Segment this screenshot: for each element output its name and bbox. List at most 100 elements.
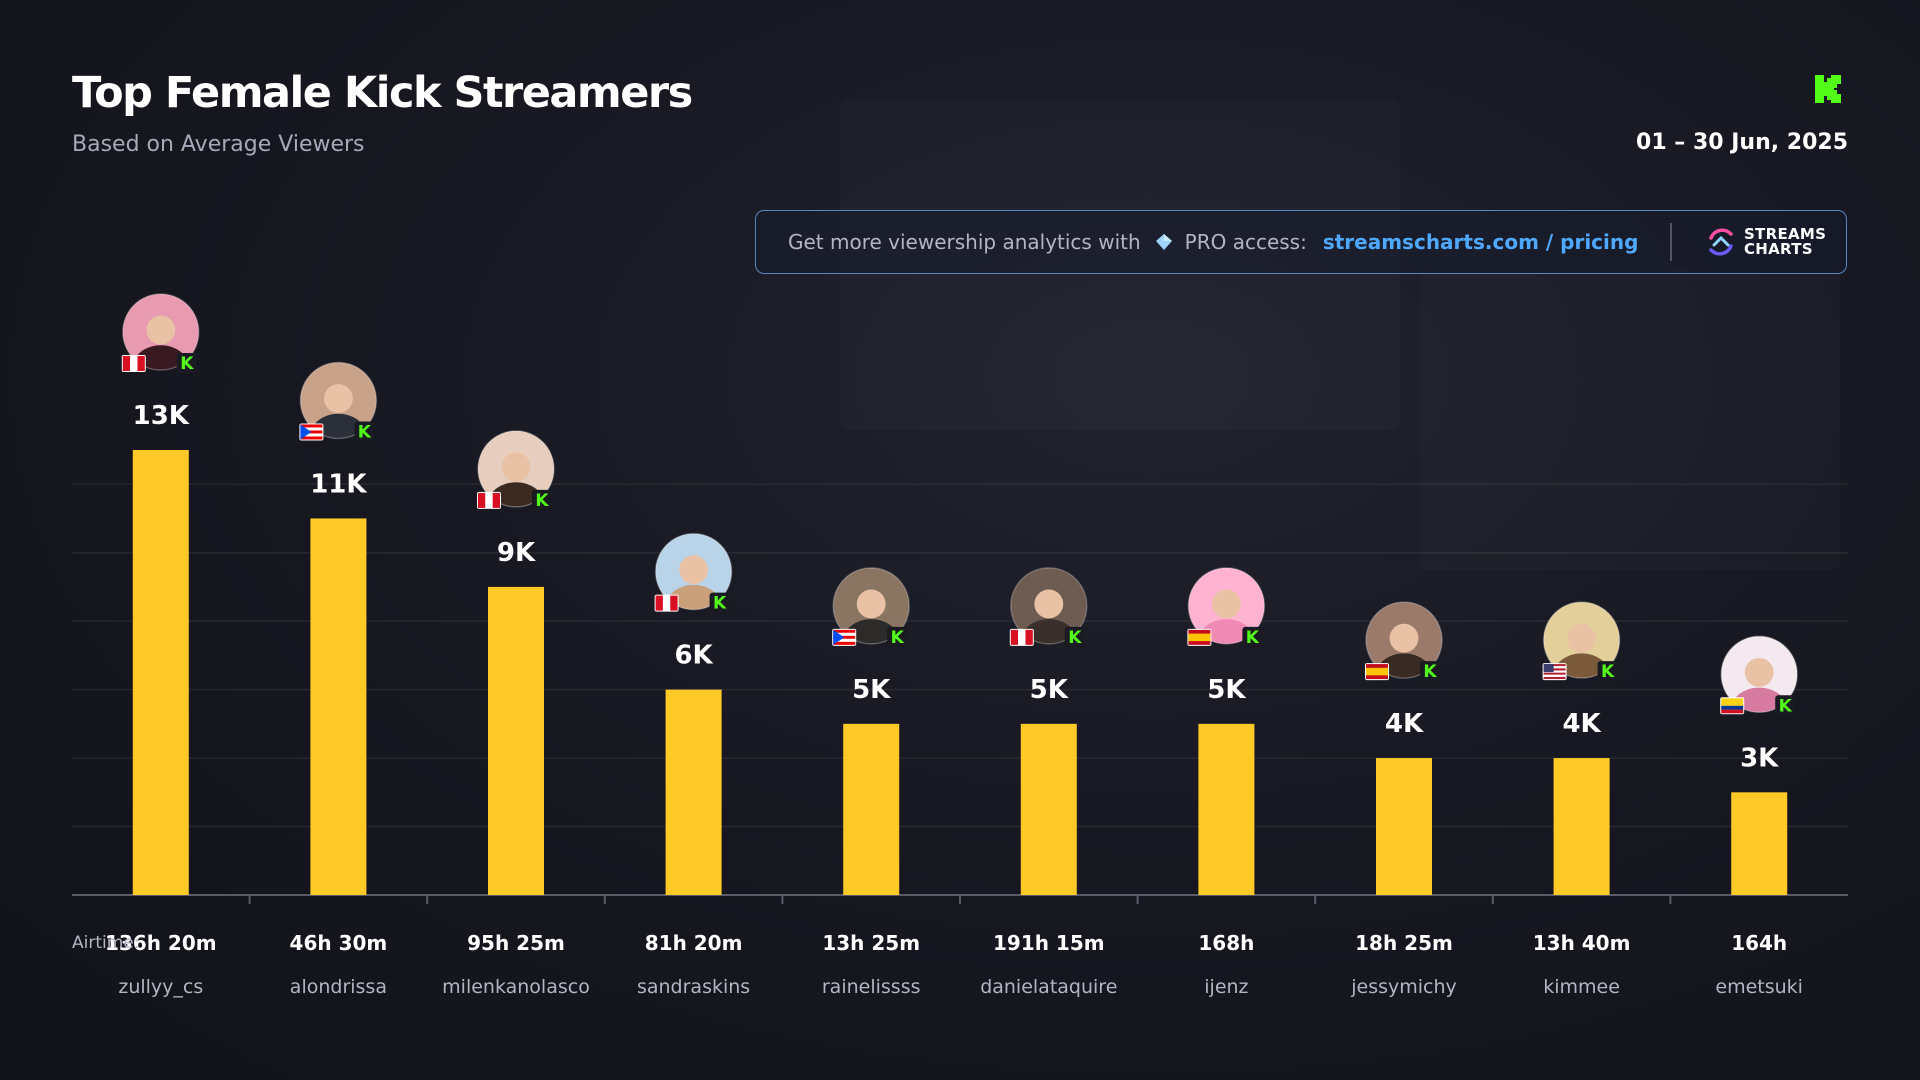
flag-triangle <box>300 424 312 440</box>
kick-badge-bg <box>1064 626 1085 647</box>
avatar-shoulders <box>1730 687 1788 713</box>
bar-zullyy_cs <box>132 450 189 895</box>
kick-badge-bg <box>1420 661 1440 682</box>
pricing-link[interactable]: streamscharts.com / pricing <box>1322 230 1639 254</box>
kick-badge-glyph: K <box>180 354 194 374</box>
bar-emetsuki <box>1731 792 1788 895</box>
streamer-avatar: K <box>477 430 555 511</box>
kick-badge-icon: K <box>1597 661 1618 682</box>
bar-ijenz <box>1198 723 1255 895</box>
kick-badge-bg <box>1775 695 1796 716</box>
kick-badge-glyph: K <box>713 594 727 614</box>
flag-stripe <box>1721 698 1744 706</box>
kick-badge-glyph: K <box>358 422 372 442</box>
bar-alondrissa <box>310 518 367 895</box>
airtime-value: 18h 25m <box>1355 931 1453 955</box>
flag-stripe <box>1543 676 1566 680</box>
flag-stripe <box>655 595 663 611</box>
chart-subtitle: Based on Average Viewers <box>72 132 365 157</box>
flag-stripe <box>1366 667 1388 676</box>
date-range: 01 – 30 Jun, 2025 <box>1636 130 1848 155</box>
avatar-face <box>1034 589 1064 619</box>
avatar-face <box>679 555 709 585</box>
flag-triangle <box>833 629 845 645</box>
avatar-photo <box>1366 602 1442 679</box>
flag-stripe <box>492 492 500 508</box>
avatar-face <box>856 589 886 619</box>
streamer-name: kimmee <box>1543 976 1620 998</box>
avatar-ring <box>1187 567 1266 645</box>
avatar-photo <box>1543 602 1620 679</box>
bar-sandraskins <box>665 689 722 895</box>
flag-stripe <box>1721 705 1744 710</box>
flag-stripe <box>300 433 323 437</box>
avatar-photo <box>1721 636 1798 713</box>
kick-badge-glyph: K <box>1246 628 1260 648</box>
avatar-face <box>146 315 176 345</box>
flag-canton <box>1543 664 1554 673</box>
kick-logo-icon <box>1815 75 1841 103</box>
streamer-avatar: K <box>832 567 910 648</box>
flag-stripe <box>833 638 856 642</box>
streamer-name: danielataquire <box>980 976 1117 998</box>
avatar-shoulders <box>1553 653 1611 679</box>
kick-badge-glyph: K <box>535 491 549 511</box>
kick-badge-bg <box>1597 661 1618 682</box>
streamer-avatar: K <box>121 293 200 374</box>
flag-stripe <box>1721 709 1744 714</box>
avatar-photo <box>478 430 554 507</box>
bar-danielataquire <box>1020 723 1077 895</box>
kick-badge-icon: K <box>887 626 908 648</box>
flag-stripe <box>1025 629 1033 645</box>
streams-charts-icon <box>1709 228 1733 256</box>
airtime-value: 168h <box>1198 931 1254 955</box>
diamond-icon <box>1155 234 1172 250</box>
kick-badge-icon: K <box>354 421 375 442</box>
streamer-avatar: K <box>1365 601 1443 682</box>
streamer-name: sandraskins <box>637 976 750 998</box>
kick-badge-glyph: K <box>1068 628 1082 648</box>
kick-badge-icon: K <box>532 489 552 511</box>
streamer-name: alondrissa <box>290 976 387 998</box>
airtime-prefix: Airtime: <box>72 933 139 953</box>
kick-badge-glyph: K <box>1601 662 1615 682</box>
avatar-photo <box>655 533 732 610</box>
avatar-photo <box>833 567 910 644</box>
streamer-name: emetsuki <box>1715 976 1803 998</box>
flag-stripe <box>1543 674 1566 677</box>
streamer-avatar: K <box>1720 635 1798 716</box>
avatar-shoulders <box>132 345 190 370</box>
streams-charts-logo[interactable]: STREAMS CHARTS <box>1704 225 1826 259</box>
flag-stripe <box>1543 664 1566 667</box>
streamer-avatar: K <box>654 532 733 614</box>
avatar-shoulders <box>1020 619 1078 644</box>
promo-banner[interactable]: Get more viewership analytics with PRO a… <box>755 210 1847 274</box>
avatar-ring <box>832 567 910 645</box>
flag-stripe <box>833 641 856 645</box>
avatar-ring <box>1010 567 1088 645</box>
kick-badge-icon: K <box>1420 661 1440 682</box>
avatar-face <box>1567 623 1597 653</box>
streamer-avatar: K <box>1009 567 1088 648</box>
streamer-name: milenkanolasco <box>442 976 590 998</box>
brand-line-2: CHARTS <box>1743 240 1813 258</box>
kick-badge-bg <box>887 626 908 647</box>
promo-text: Get more viewership analytics with <box>788 230 1141 254</box>
value-label: 5K <box>1207 675 1246 705</box>
avatar-photo <box>122 294 199 370</box>
avatar-shoulders <box>665 584 723 610</box>
flag-stripe <box>300 424 323 428</box>
airtime-value: 46h 30m <box>290 931 388 955</box>
flag-stripe <box>1010 629 1019 645</box>
avatar-photo <box>300 362 377 439</box>
streamer-name: rainelissss <box>822 976 921 998</box>
avatar-ring <box>654 532 733 611</box>
kick-badge-glyph: K <box>891 628 905 648</box>
avatar-ring <box>1365 601 1443 679</box>
kick-badge-icon: K <box>176 353 197 374</box>
flag-stripe <box>1543 672 1566 675</box>
flag-stripe <box>1188 633 1211 642</box>
flag-stripe <box>833 632 856 636</box>
flag-stripe <box>1018 629 1026 645</box>
